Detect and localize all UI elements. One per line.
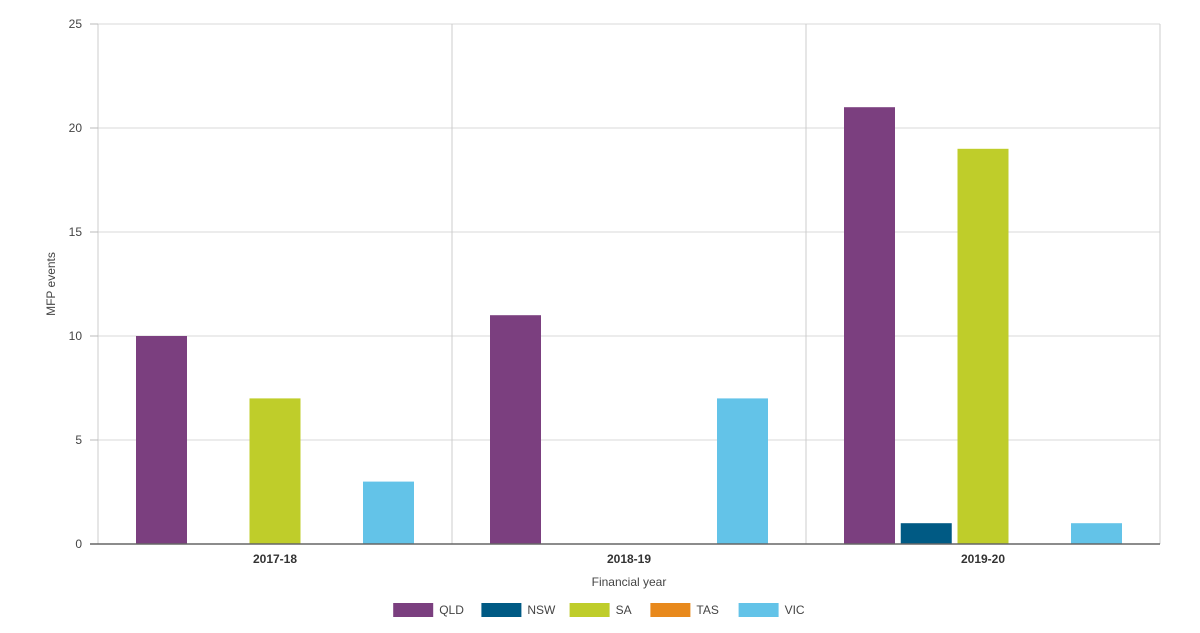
legend-swatch (481, 603, 522, 617)
legend-label: VIC (785, 603, 805, 617)
legend-label: NSW (527, 603, 556, 617)
bar-vic-2017-18 (363, 481, 414, 544)
legend-swatch (393, 603, 434, 617)
legend-item-vic: VIC (738, 603, 805, 617)
y-tick-label: 5 (75, 433, 82, 447)
axes: 0 5 10 15 20 25 2017-18 2018-19 2019-20 (69, 17, 1160, 566)
bar-qld-2019-20 (844, 107, 895, 544)
y-tick-label: 25 (69, 17, 83, 31)
legend-item-nsw: NSW (481, 603, 556, 617)
bars (136, 107, 1122, 545)
bar-qld-2018-19 (490, 315, 541, 544)
legend-label: TAS (696, 603, 718, 617)
x-axis-title: Financial year (592, 575, 667, 589)
x-category-label: 2018-19 (607, 552, 651, 566)
x-category-label: 2017-18 (253, 552, 297, 566)
bar-nsw-2019-20 (900, 523, 952, 544)
y-tick-label: 0 (75, 537, 82, 551)
bar-sa-2019-20 (957, 148, 1009, 545)
legend-swatch (738, 603, 779, 617)
legend-swatch (650, 603, 691, 617)
bar-sa-2017-18 (249, 398, 301, 544)
y-tick-label: 15 (69, 225, 83, 239)
y-axis-title: MFP events (44, 252, 58, 316)
y-tick-label: 20 (69, 121, 83, 135)
legend-label: SA (616, 603, 632, 617)
legend: QLD NSW SA TAS VIC (393, 603, 805, 617)
legend-item-tas: TAS (650, 603, 719, 617)
y-tick-label: 10 (69, 329, 83, 343)
legend-item-qld: QLD (393, 603, 464, 617)
legend-item-sa: SA (569, 603, 632, 617)
x-category-label: 2019-20 (961, 552, 1005, 566)
bar-vic-2019-20 (1071, 523, 1122, 544)
bar-vic-2018-19 (717, 398, 768, 544)
legend-label: QLD (439, 603, 464, 617)
bar-qld-2017-18 (136, 336, 187, 544)
legend-swatch (569, 603, 610, 617)
